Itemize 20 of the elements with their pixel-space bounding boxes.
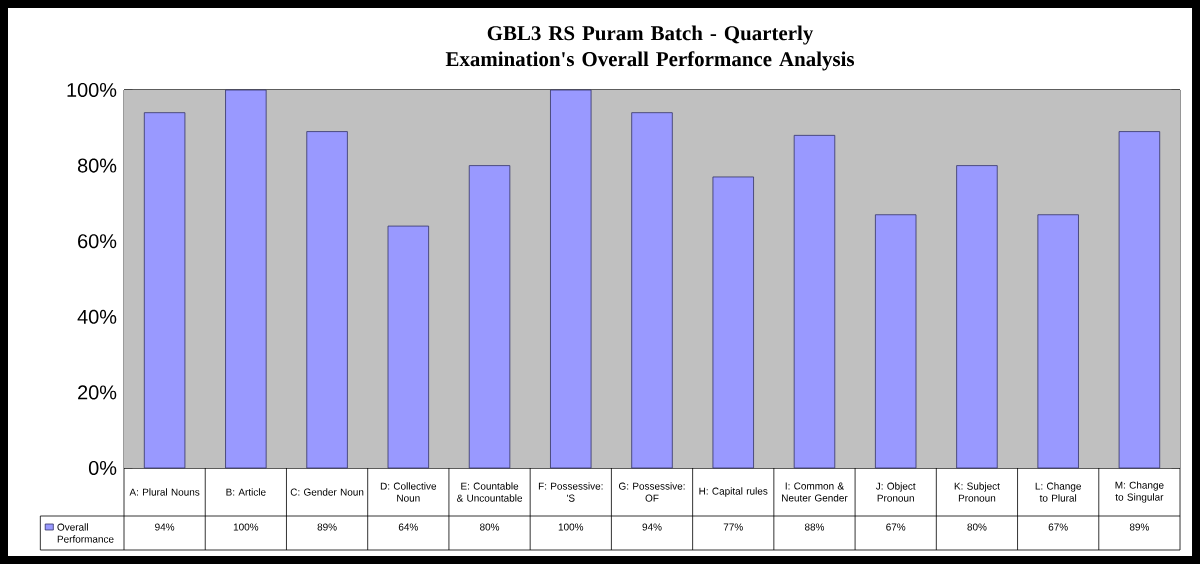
bar (306, 131, 348, 469)
y-tick-label: 100% (67, 82, 117, 98)
bar (712, 176, 754, 469)
bar (387, 225, 430, 469)
bar (550, 89, 592, 469)
bar (468, 165, 511, 469)
y-tick-label: 60% (78, 234, 117, 249)
bar (1037, 214, 1079, 469)
bar (631, 112, 673, 469)
bar (225, 89, 267, 469)
bar (1118, 131, 1161, 469)
y-tick-label: 20% (78, 385, 117, 400)
bar (143, 112, 186, 469)
bar (874, 214, 917, 469)
y-tick-label: 40% (77, 309, 117, 324)
chart-title: GBL3 RS Puram Batch - Quarterly Examination's Overall Performance Analysis (445, 25, 855, 71)
y-tick-label: 80% (77, 158, 117, 173)
y-tick-label: 0% (88, 460, 117, 476)
bar (793, 134, 836, 469)
bar (956, 165, 998, 469)
